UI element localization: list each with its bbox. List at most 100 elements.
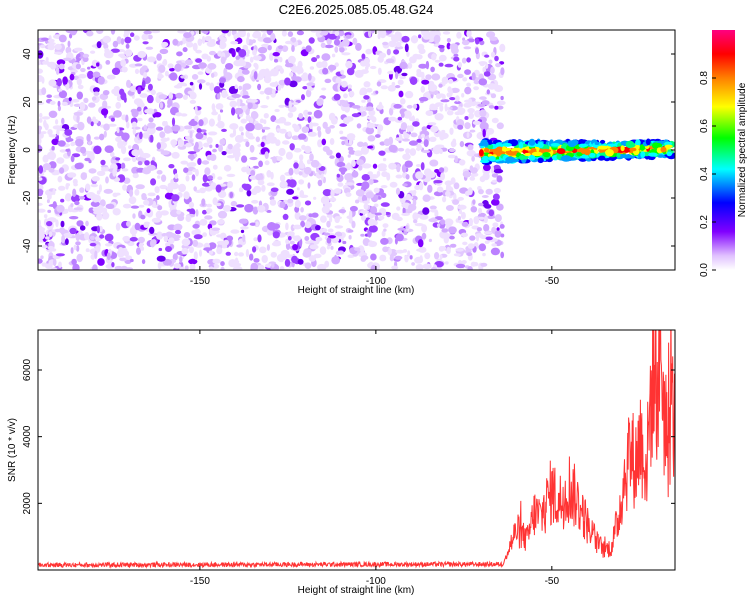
noise-blob — [269, 52, 274, 61]
noise-blob — [404, 160, 413, 168]
noise-blob — [220, 37, 228, 43]
noise-blob — [217, 210, 228, 219]
noise-blob — [482, 252, 486, 257]
snr-x-ticks: -150 -100 -50 — [190, 330, 560, 587]
noise-blob — [367, 218, 376, 226]
noise-blob — [216, 234, 223, 238]
noise-blob — [266, 95, 270, 100]
noise-blob — [38, 188, 44, 197]
noise-blob — [281, 45, 289, 52]
noise-blob — [453, 56, 460, 62]
noise-blob — [269, 68, 279, 77]
noise-blob — [110, 30, 116, 35]
noise-blob — [41, 131, 47, 135]
noise-blob — [242, 84, 247, 93]
noise-blob — [400, 122, 408, 131]
noise-blob — [347, 229, 354, 233]
noise-blob — [143, 199, 150, 206]
noise-blob — [440, 246, 447, 251]
noise-blob — [88, 168, 97, 174]
noise-blob — [413, 103, 418, 110]
noise-blob — [494, 230, 502, 238]
noise-blob — [388, 107, 394, 116]
noise-blob — [300, 220, 305, 228]
signal-blob — [664, 144, 673, 148]
noise-blob — [231, 93, 241, 99]
noise-blob — [114, 265, 123, 270]
noise-blob — [275, 156, 283, 162]
noise-blob — [446, 110, 454, 116]
noise-blob — [85, 220, 89, 227]
noise-blob — [293, 148, 302, 153]
noise-blob — [455, 248, 464, 252]
noise-blob — [347, 154, 351, 158]
noise-blob — [329, 138, 335, 145]
noise-blob — [307, 116, 312, 124]
noise-blob — [303, 109, 309, 117]
noise-blob — [500, 67, 505, 76]
noise-blob — [82, 53, 90, 58]
noise-blob — [215, 103, 224, 110]
noise-blob — [264, 68, 270, 76]
signal-blob — [531, 151, 543, 157]
noise-blob — [274, 58, 278, 63]
noise-blob — [300, 207, 304, 213]
noise-blob — [47, 209, 52, 213]
noise-blob — [388, 40, 397, 48]
noise-blob — [132, 173, 139, 179]
noise-blob — [416, 138, 422, 143]
noise-blob — [366, 87, 373, 93]
noise-blob — [439, 148, 443, 155]
noise-blob — [41, 262, 47, 267]
noise-blob — [123, 96, 127, 103]
noise-blob — [304, 145, 312, 154]
noise-blob — [129, 189, 134, 198]
noise-blob — [302, 250, 312, 258]
noise-blob — [431, 267, 437, 270]
noise-blob — [292, 244, 299, 251]
noise-blob — [179, 266, 185, 270]
x-tick-label: -50 — [545, 576, 560, 587]
colorbar-tick-label: 0.6 — [699, 119, 710, 133]
noise-blob — [146, 208, 151, 214]
noise-blob — [260, 141, 265, 148]
noise-blob — [450, 87, 460, 93]
noise-blob — [378, 215, 385, 220]
noise-blob — [285, 151, 293, 160]
noise-blob — [104, 145, 114, 153]
noise-blob — [133, 35, 140, 41]
noise-blob — [38, 60, 41, 66]
noise-blob — [270, 115, 277, 122]
noise-blob — [125, 255, 133, 260]
noise-blob — [448, 226, 457, 234]
noise-blob — [117, 95, 121, 100]
noise-blob — [62, 57, 72, 61]
noise-blob — [417, 239, 424, 248]
noise-blob — [430, 125, 439, 133]
noise-blob — [199, 249, 202, 257]
noise-blob — [79, 225, 86, 231]
noise-blob — [209, 82, 215, 91]
noise-blob — [143, 30, 152, 35]
noise-blob — [99, 184, 102, 193]
noise-blob — [206, 136, 213, 144]
noise-blob — [436, 93, 442, 99]
noise-blob — [147, 34, 153, 40]
noise-blob — [370, 30, 375, 34]
signal-blob — [537, 157, 544, 164]
noise-blob — [341, 140, 346, 146]
noise-blob — [482, 200, 489, 207]
noise-blob — [248, 132, 254, 139]
noise-blob — [271, 88, 276, 95]
noise-blob — [162, 258, 172, 266]
noise-blob — [205, 82, 211, 86]
noise-blob — [460, 232, 468, 238]
noise-blob — [276, 128, 281, 132]
noise-blob — [251, 39, 256, 44]
noise-blob — [38, 219, 41, 227]
noise-blob — [151, 217, 161, 223]
noise-blob — [420, 30, 426, 34]
noise-blob — [210, 72, 215, 78]
noise-blob — [309, 122, 319, 127]
noise-blob — [337, 182, 344, 187]
